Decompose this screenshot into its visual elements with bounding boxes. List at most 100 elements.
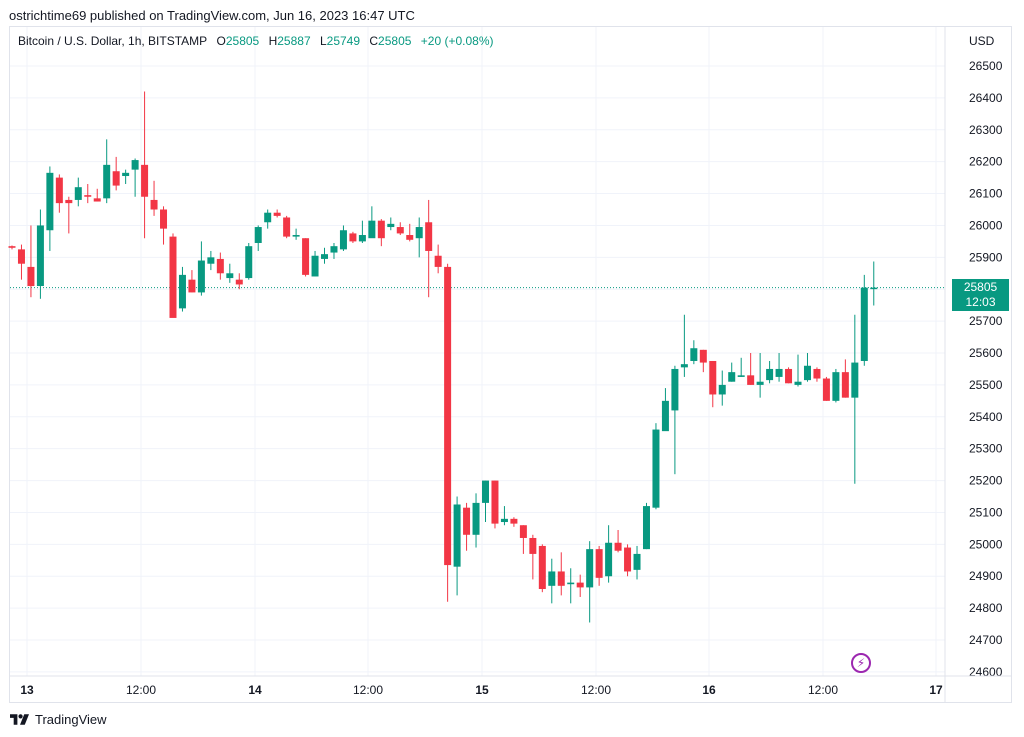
candle-body <box>84 195 92 197</box>
candle-body <box>349 233 357 242</box>
candle-body <box>122 172 130 177</box>
currency-label[interactable]: USD <box>969 34 995 48</box>
candle-body <box>841 372 849 398</box>
candle-body <box>264 212 272 223</box>
price-tick-label: 25200 <box>969 474 1003 488</box>
candle-body <box>226 273 234 279</box>
candle-body <box>207 257 215 264</box>
candle-body <box>245 246 253 279</box>
candle-body <box>283 217 291 237</box>
close-value: C25805 <box>369 34 412 48</box>
lightning-event-icon[interactable]: ⚡︎ <box>851 653 871 673</box>
candle-body <box>396 227 404 234</box>
candle-body <box>387 223 395 228</box>
candle-body <box>680 364 688 368</box>
candle-body <box>93 198 101 202</box>
candle-body <box>851 362 859 398</box>
candle-body <box>103 164 111 199</box>
candle-body <box>633 553 641 570</box>
candle-body <box>302 238 310 275</box>
candle-body <box>747 375 755 385</box>
price-tick-label: 26300 <box>969 123 1003 137</box>
candle-body <box>557 571 565 586</box>
candle-body <box>292 235 300 237</box>
footer-brand: TradingView <box>10 712 107 727</box>
open-value: O25805 <box>216 34 260 48</box>
candle-body <box>699 349 707 363</box>
candle-body <box>794 381 802 385</box>
candle-body <box>150 199 158 210</box>
candle-body <box>131 160 139 170</box>
candle-body <box>482 480 489 503</box>
candle-body <box>756 381 764 385</box>
candle-body <box>27 266 35 287</box>
price-tick-label: 24600 <box>969 665 1003 679</box>
candle-body <box>718 384 726 395</box>
candle-body <box>803 365 811 381</box>
candle-body <box>614 542 622 551</box>
tradingview-brand: TradingView <box>35 712 107 727</box>
candle-body <box>216 258 224 274</box>
candle-body <box>358 235 366 242</box>
candle-body <box>8 246 16 248</box>
candle-body <box>586 549 594 588</box>
candle-body <box>491 480 499 524</box>
candle-body <box>415 227 423 239</box>
candle-body <box>785 368 793 384</box>
price-tick-label: 25400 <box>969 410 1003 424</box>
candle-body <box>368 220 376 239</box>
time-tick-label: 14 <box>248 683 262 697</box>
time-tick-label: 12:00 <box>808 683 838 697</box>
candle-body <box>728 372 736 382</box>
tradingview-logo-icon <box>10 714 29 725</box>
candle-body <box>197 260 205 293</box>
candle-body <box>46 172 54 231</box>
candle-body <box>169 236 177 318</box>
candle-body <box>510 518 518 524</box>
high-value: H25887 <box>268 34 311 48</box>
candle-body <box>17 249 25 264</box>
candle-body <box>65 199 73 204</box>
candle-body <box>690 348 698 361</box>
candle-body <box>453 504 461 567</box>
price-tick-label: 24900 <box>969 569 1003 583</box>
low-value: L25749 <box>319 34 361 48</box>
time-tick-label: 13 <box>20 683 34 697</box>
price-tick-label: 25300 <box>969 442 1003 456</box>
price-tick-label: 26400 <box>969 91 1003 105</box>
candle-body <box>500 518 508 523</box>
time-tick-label: 12:00 <box>581 683 611 697</box>
candle-body <box>273 212 281 216</box>
candle-body <box>548 571 556 586</box>
candle-body <box>766 368 774 381</box>
time-tick-label: 16 <box>702 683 716 697</box>
published-caption: ostrichtime69 published on TradingView.c… <box>9 8 415 23</box>
time-tick-label: 15 <box>475 683 489 697</box>
candle-body <box>311 255 319 277</box>
price-tick-label: 26100 <box>969 187 1003 201</box>
candle-body <box>141 164 149 197</box>
candle-body <box>595 549 603 578</box>
candle-body <box>472 502 480 535</box>
chart-frame <box>9 26 1012 703</box>
symbol-title: Bitcoin / U.S. Dollar, 1h, BITSTAMP <box>18 34 208 48</box>
candle-body <box>444 266 452 566</box>
candle-body <box>813 368 821 379</box>
candle-body <box>538 545 546 589</box>
price-tick-label: 25100 <box>969 505 1003 519</box>
time-tick-label: 17 <box>929 683 943 697</box>
candle-body <box>112 171 120 186</box>
price-tick-label: 26000 <box>969 218 1003 232</box>
price-tick-label: 26200 <box>969 155 1003 169</box>
price-tick-label: 25700 <box>969 314 1003 328</box>
candle-body <box>605 542 613 577</box>
candle-body <box>642 506 650 550</box>
price-tick-label: 25900 <box>969 250 1003 264</box>
candle-body <box>339 230 347 250</box>
candle-body <box>624 547 632 572</box>
price-tick-label: 25000 <box>969 537 1003 551</box>
candle-body <box>188 279 196 293</box>
candle-body <box>330 246 338 253</box>
price-tick-label: 24700 <box>969 633 1003 647</box>
